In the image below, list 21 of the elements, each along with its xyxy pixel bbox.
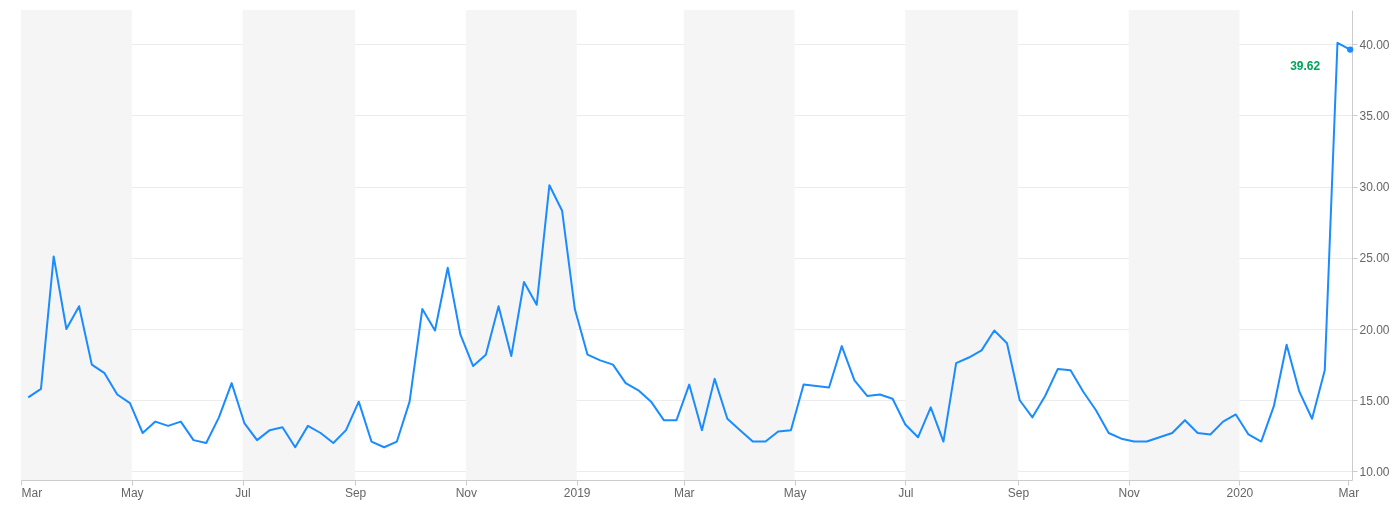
x-tick-label: Nov xyxy=(455,485,478,500)
x-tick-label: 2019 xyxy=(563,485,591,500)
x-tick-label: Sep xyxy=(1007,485,1030,500)
y-tick-label: 35.00 xyxy=(1359,108,1390,123)
annotation: 39.62 xyxy=(1290,58,1321,73)
x-tick-label: 2020 xyxy=(1226,485,1254,500)
y-tick-label: 15.00 xyxy=(1359,393,1390,408)
x-tick-label: Jul xyxy=(235,485,251,500)
x-tick-label: May xyxy=(783,485,807,500)
x-tick-label: Nov xyxy=(1118,485,1140,500)
y-tick-label: 20.00 xyxy=(1359,322,1390,337)
y-tick-label: 30.00 xyxy=(1359,180,1390,195)
x-tick-label: Sep xyxy=(344,485,367,500)
y-tick-label: 25.00 xyxy=(1359,251,1390,266)
y-tick-label: 10.00 xyxy=(1359,464,1390,479)
x-tick-label: Jul xyxy=(898,485,914,500)
x-tick-label: May xyxy=(120,485,144,500)
x-tick-label: Mar xyxy=(21,485,43,500)
y-tick-label: 40.00 xyxy=(1359,37,1390,52)
x-tick-label: Mar xyxy=(1338,485,1360,500)
x-tick-label: Mar xyxy=(673,485,695,500)
